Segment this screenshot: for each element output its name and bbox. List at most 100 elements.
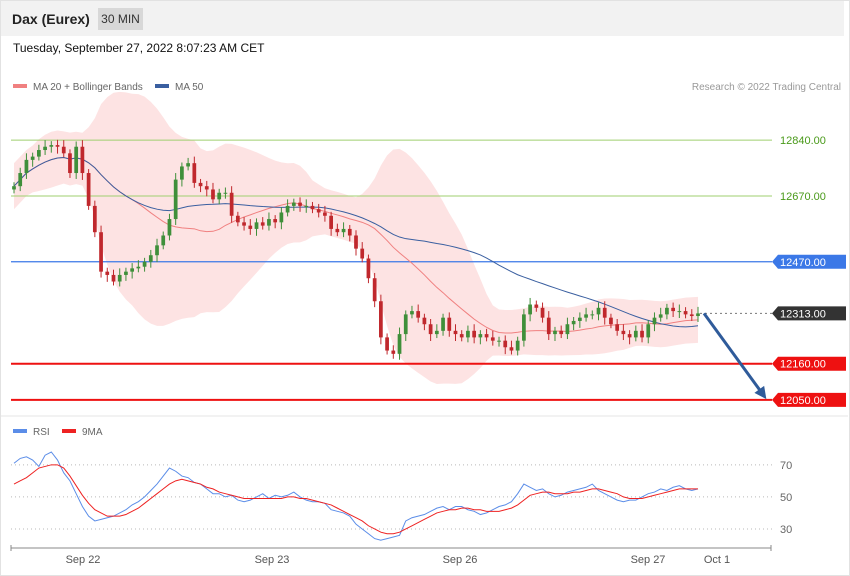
candle-body	[590, 314, 595, 316]
candle-body	[372, 278, 377, 302]
candle-body	[304, 205, 309, 207]
candle-body	[385, 337, 389, 351]
candle-body	[167, 219, 172, 236]
candle-body	[540, 307, 545, 318]
instrument-title: Dax (Eurex)	[12, 11, 90, 27]
forecast-arrow	[702, 312, 766, 397]
candle-body	[472, 330, 477, 338]
candle-body	[484, 334, 489, 338]
rsi-ma-line	[13, 464, 698, 535]
level-tag-current	[772, 306, 846, 321]
candle-body	[652, 317, 657, 325]
x-tick-label: Sep 23	[255, 554, 290, 566]
candle-body	[646, 324, 651, 338]
candle-body	[397, 334, 402, 354]
candle-body	[584, 314, 588, 318]
candle-body	[677, 311, 682, 313]
candle-body	[248, 225, 253, 229]
candle-body	[559, 330, 564, 335]
candle-body	[577, 317, 582, 321]
candle-body	[111, 274, 116, 282]
candle-body	[142, 261, 147, 267]
candle-body	[223, 192, 228, 194]
candle-body	[155, 245, 159, 256]
candle-body	[640, 330, 644, 338]
candle-body	[658, 314, 663, 318]
ma50-line	[13, 157, 699, 328]
interval-badge[interactable]: 30 MIN	[98, 8, 143, 30]
candle-body	[441, 317, 445, 331]
candle-body	[37, 150, 41, 157]
candle-body	[298, 202, 302, 206]
candle-body	[12, 186, 16, 190]
candle-body	[466, 330, 470, 338]
candle-body	[86, 173, 91, 206]
rsi-ma-legend-label: 9MA	[82, 427, 103, 438]
candle-body	[627, 334, 632, 338]
title-bar: Dax (Eurex) 30 MIN	[1, 1, 844, 36]
candle-body	[546, 317, 551, 335]
x-tick-label: Sep 27	[631, 554, 666, 566]
candle-body	[192, 163, 197, 183]
candle-body	[633, 330, 638, 338]
level-label: 12313.00	[780, 308, 826, 320]
candle-body	[291, 202, 296, 206]
candle-body	[360, 248, 365, 259]
candle-body	[260, 222, 265, 226]
rsi-ma-legend-swatch	[62, 429, 76, 433]
level-label: 12670.00	[780, 191, 826, 203]
candle-body	[403, 314, 408, 335]
candle-body	[596, 307, 601, 315]
candle-body	[447, 317, 452, 331]
candle-body	[80, 146, 85, 174]
rsi-tick-label: 70	[780, 460, 792, 472]
candle-body	[279, 212, 284, 223]
candle-body	[379, 301, 383, 338]
candle-body	[136, 266, 141, 269]
rsi-tick-label: 50	[780, 492, 792, 504]
ma20-legend-swatch	[13, 84, 27, 88]
candle-body	[671, 307, 675, 312]
level-tag-support	[772, 392, 846, 407]
candle-body	[242, 222, 246, 226]
candle-body	[410, 311, 414, 315]
candle-body	[689, 314, 694, 317]
candle-body	[24, 159, 29, 174]
candle-body	[665, 307, 669, 315]
candle-body	[18, 173, 23, 187]
copyright-text: Research © 2022 Trading Central	[692, 82, 841, 93]
candle-body	[434, 330, 439, 335]
candle-body	[615, 324, 620, 331]
rsi-legend-label: RSI	[33, 427, 50, 438]
candle-body	[30, 156, 35, 160]
candle-body	[422, 317, 427, 325]
rsi-tick-label: 30	[780, 524, 792, 536]
candle-body	[609, 317, 613, 325]
candle-body	[99, 232, 103, 272]
candle-body	[323, 212, 327, 216]
candle-body	[416, 311, 421, 318]
rsi-line	[13, 451, 699, 541]
candle-body	[696, 313, 700, 317]
candle-body	[428, 324, 433, 335]
candle-body	[198, 182, 203, 187]
x-tick-label: Sep 26	[443, 554, 478, 566]
x-tick-label: Oct 1	[704, 554, 730, 566]
candle-body	[453, 330, 458, 335]
candle-body	[235, 215, 240, 223]
candle-body	[497, 340, 501, 342]
candle-body	[522, 314, 526, 341]
candle-body	[124, 271, 128, 275]
candle-body	[528, 304, 532, 315]
ma50-legend-label: MA 50	[175, 82, 204, 93]
level-label: 12160.00	[780, 359, 826, 371]
ma20-legend-label: MA 20 + Bollinger Bands	[33, 82, 143, 93]
candle-body	[341, 228, 346, 233]
candle-body	[366, 258, 371, 279]
candle-body	[186, 163, 190, 167]
level-label: 12470.00	[780, 257, 826, 269]
candle-body	[509, 347, 514, 351]
candle-body	[459, 334, 464, 338]
level-tag-support	[772, 356, 846, 371]
